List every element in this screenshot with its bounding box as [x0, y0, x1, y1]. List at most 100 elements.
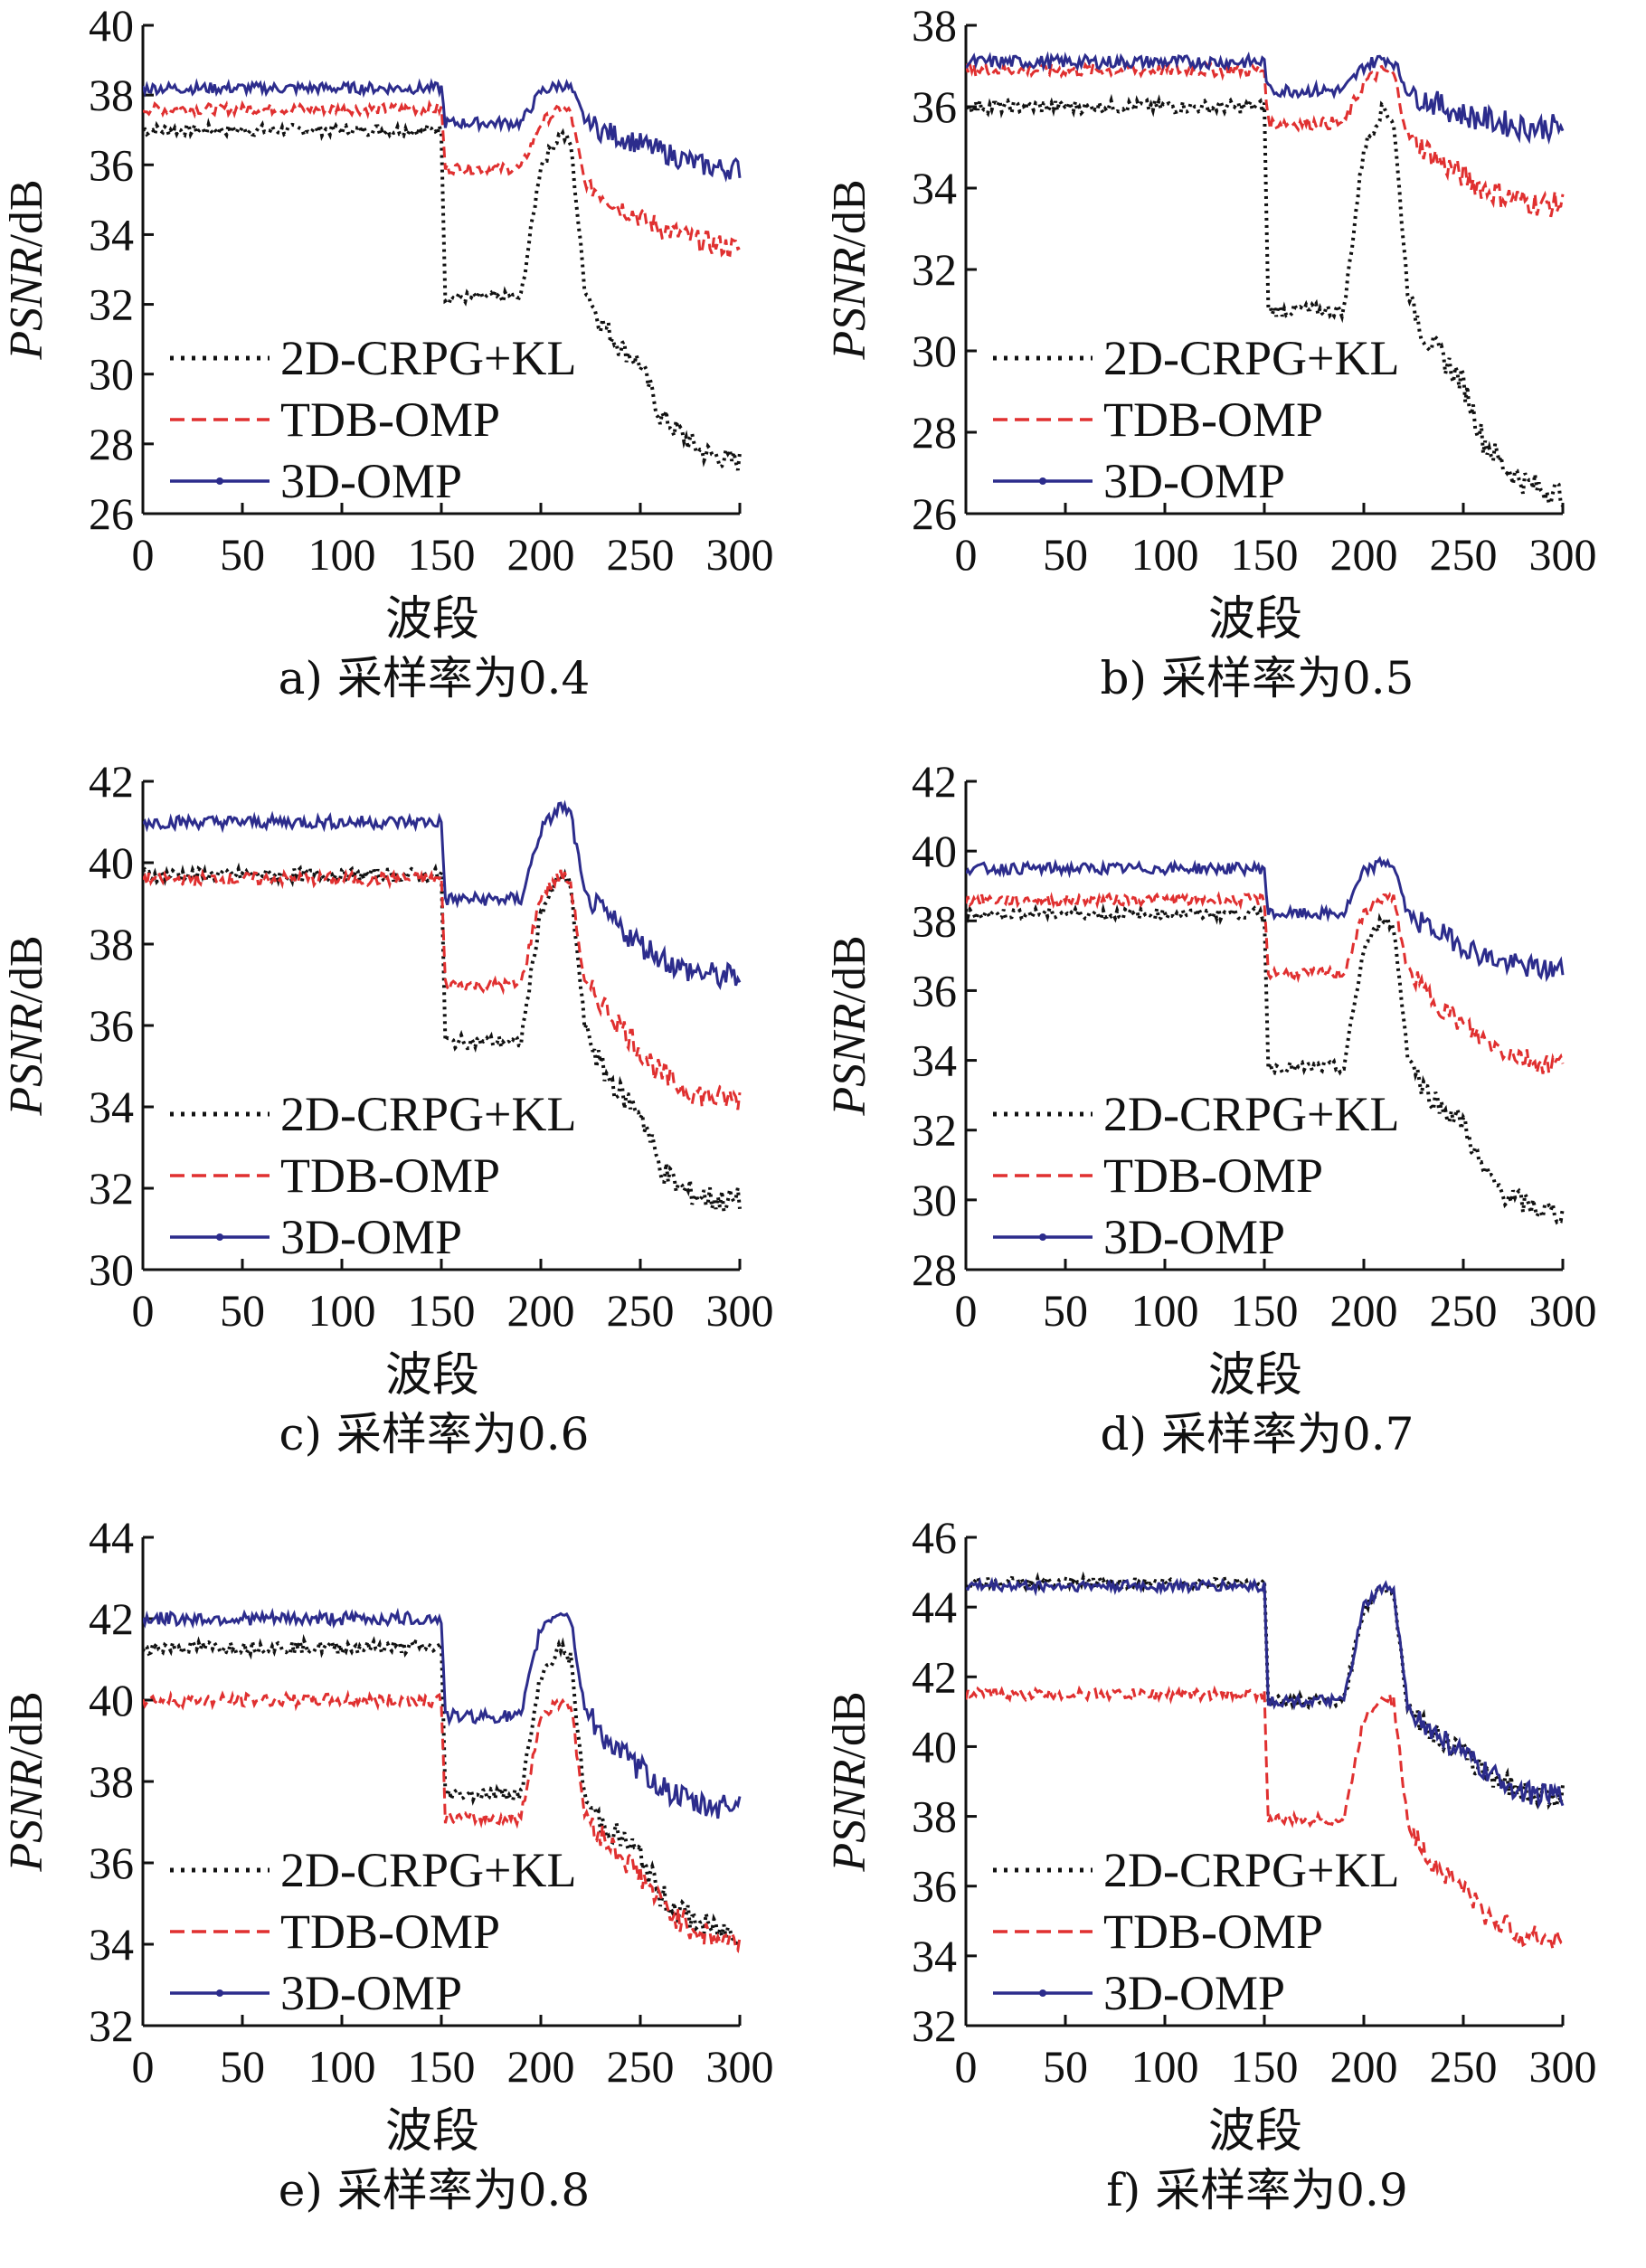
y-tick-label: 34 [912, 1931, 957, 1981]
x-tick-label: 200 [1330, 529, 1398, 580]
series-line-3d-omp [143, 799, 742, 990]
legend-label: 3D-OMP [1103, 454, 1285, 508]
legend-label: TDB-OMP [280, 392, 500, 447]
x-axis-label: 波段 [1208, 592, 1302, 647]
series-line-3d-omp [143, 78, 742, 183]
x-tick-label: 0 [132, 1285, 155, 1336]
y-tick-label: 38 [89, 70, 134, 120]
y-axis-label-unit: /dB [1, 935, 52, 1003]
y-tick-label: 34 [89, 1082, 134, 1132]
legend-label: 2D-CRPG+KL [280, 1843, 576, 1897]
y-tick-label: 28 [912, 1244, 957, 1295]
series-line-2d-crpg-kl [143, 117, 742, 471]
legend-marker [1039, 1989, 1046, 1997]
y-axis-label-unit: /dB [1, 1691, 52, 1759]
x-tick-label: 200 [507, 529, 575, 580]
legend-label: TDB-OMP [1103, 392, 1323, 447]
y-axis-label-unit: /dB [824, 1691, 875, 1759]
chart-panel-4: 28 30 32 34 36 38 40 42 0 50 100 150 200 250 300 波段 PSNR… [823, 756, 1646, 1512]
y-tick-label: 36 [912, 1861, 957, 1912]
chart-svg: 30 32 34 36 38 40 42 0 50 100 150 200 250 300 波段 PSNR/d… [1, 756, 774, 1403]
legend-label: TDB-OMP [280, 1148, 500, 1203]
chart-panel-6: 32 34 36 38 40 42 44 46 0 50 100 150 200 250 300 波段 PSNR… [823, 1512, 1646, 2268]
y-tick-label: 42 [89, 1593, 134, 1644]
x-tick-label: 150 [1231, 1285, 1299, 1336]
y-axis-label: PSNR/dB [1, 935, 52, 1116]
y-tick-label: 38 [912, 0, 957, 51]
legend-label: TDB-OMP [1103, 1904, 1323, 1959]
legend-label: TDB-OMP [280, 1904, 500, 1959]
y-axis-label: PSNR/dB [824, 179, 875, 360]
x-tick-label: 250 [607, 2041, 675, 2092]
y-tick-label: 36 [89, 139, 134, 190]
x-tick-label: 150 [408, 529, 476, 580]
y-axis-label-unit: /dB [1, 179, 52, 247]
y-tick-label: 38 [89, 1756, 134, 1807]
chart-svg: 32 34 36 38 40 42 44 0 50 100 150 200 250 300 波段 PSNR/d… [1, 1512, 774, 2159]
x-tick-label: 50 [220, 2041, 265, 2092]
series-line-2d-crpg-kl [966, 902, 1565, 1225]
x-tick-label: 250 [607, 529, 675, 580]
y-tick-label: 30 [89, 1244, 134, 1295]
x-tick-label: 0 [955, 529, 978, 580]
series-line-tdb-omp [143, 1689, 742, 1953]
x-tick-label: 50 [1043, 2041, 1088, 2092]
y-tick-label: 28 [912, 407, 957, 458]
x-tick-label: 0 [955, 1285, 978, 1336]
panel-caption: d) 采样率为0.7 [1100, 1408, 1414, 1460]
x-tick-label: 300 [706, 2041, 774, 2092]
x-tick-label: 100 [1131, 529, 1199, 580]
y-axis-label-italic: PSNR [824, 1759, 875, 1872]
y-tick-label: 34 [89, 209, 134, 260]
y-axis-label-italic: PSNR [1, 1003, 52, 1116]
series-line-3d-omp [966, 1576, 1565, 1810]
y-tick-label: 32 [89, 2000, 134, 2051]
x-tick-label: 250 [1430, 529, 1498, 580]
chart-panel-3: 30 32 34 36 38 40 42 0 50 100 150 200 250 300 波段 PSNR/d… [0, 756, 823, 1512]
y-tick-label: 32 [89, 1163, 134, 1214]
y-tick-label: 36 [89, 1838, 134, 1888]
x-tick-label: 250 [607, 1285, 675, 1336]
y-tick-label: 38 [912, 1791, 957, 1842]
x-axis-label: 波段 [1208, 2104, 1302, 2159]
chart-svg: 32 34 36 38 40 42 44 46 0 50 100 150 200 250 300 波段 PSNR… [824, 1512, 1597, 2159]
y-tick-label: 42 [912, 756, 957, 807]
y-axis-label-italic: PSNR [824, 247, 875, 360]
y-tick-label: 40 [912, 826, 957, 876]
y-tick-label: 32 [912, 2000, 957, 2051]
legend-label: 2D-CRPG+KL [1103, 1843, 1399, 1897]
legend-marker [216, 1233, 223, 1241]
series-line-2d-crpg-kl [966, 93, 1565, 507]
x-tick-label: 150 [408, 1285, 476, 1336]
panel-caption: b) 采样率为0.5 [1100, 652, 1414, 704]
x-tick-label: 100 [1131, 1285, 1199, 1336]
chart-panel-2: 26 28 30 32 34 36 38 0 50 100 150 200 250 300 波段 PSNR/d… [823, 0, 1646, 756]
legend-label: 3D-OMP [280, 454, 462, 508]
y-tick-label: 40 [89, 0, 134, 51]
y-tick-label: 26 [89, 488, 134, 539]
x-tick-label: 0 [132, 529, 155, 580]
y-axis-label-unit: /dB [824, 179, 875, 247]
y-tick-label: 38 [912, 895, 957, 946]
y-tick-label: 44 [89, 1512, 134, 1563]
x-tick-label: 50 [1043, 1285, 1088, 1336]
x-axis-label: 波段 [1208, 1348, 1302, 1403]
legend-label: 3D-OMP [280, 1210, 462, 1264]
y-tick-label: 36 [912, 81, 957, 132]
x-tick-label: 200 [1330, 2041, 1398, 2092]
x-tick-label: 100 [1131, 2041, 1199, 2092]
y-tick-label: 40 [89, 837, 134, 888]
x-tick-label: 150 [408, 2041, 476, 2092]
y-tick-label: 40 [89, 1675, 134, 1725]
y-axis-label-italic: PSNR [824, 1003, 875, 1116]
x-tick-label: 300 [1529, 1285, 1597, 1336]
legend-label: 2D-CRPG+KL [280, 1087, 576, 1141]
y-tick-label: 28 [89, 419, 134, 469]
x-tick-label: 0 [955, 2041, 978, 2092]
legend-marker [1039, 1233, 1046, 1241]
series-line-2d-crpg-kl [143, 1633, 742, 1946]
y-axis-label-unit: /dB [824, 935, 875, 1003]
panel-caption: e) 采样率为0.8 [278, 2164, 591, 2216]
y-tick-label: 44 [912, 1582, 957, 1632]
